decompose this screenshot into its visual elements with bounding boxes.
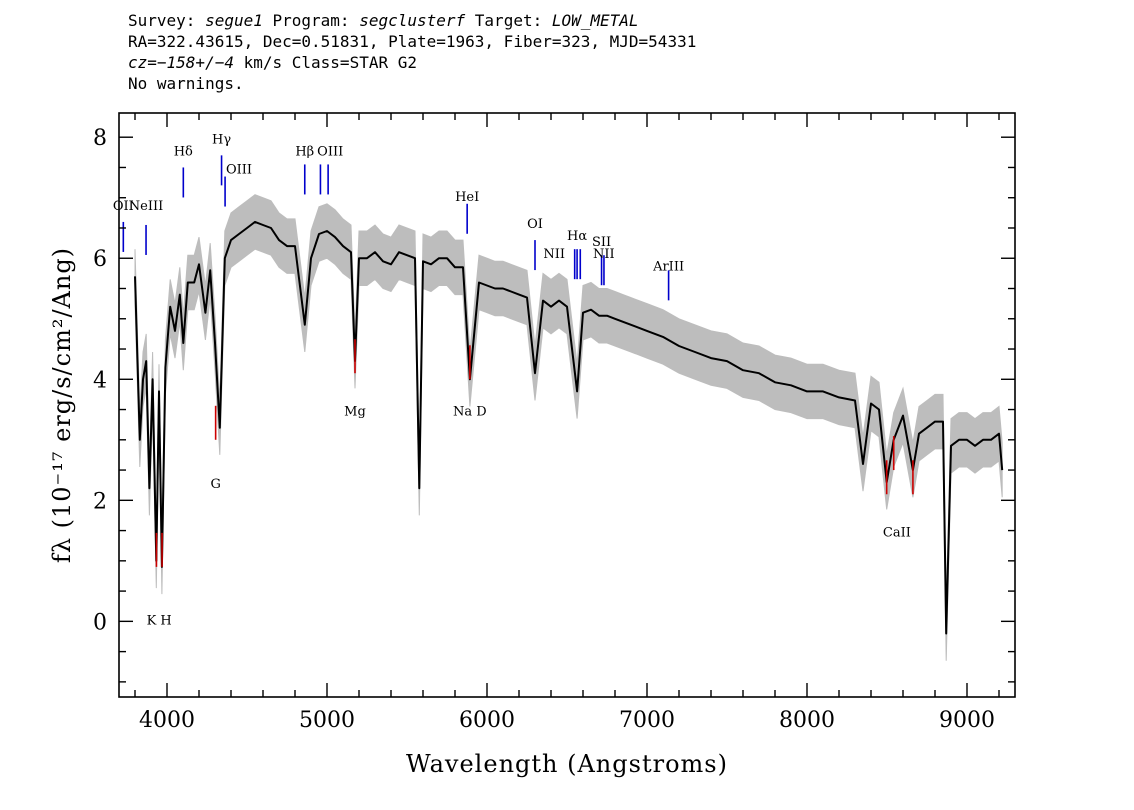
survey-value: segue1 (205, 11, 263, 30)
line-label-sii: SII (592, 235, 611, 250)
line-label-h-: Hδ (174, 144, 193, 159)
x-tick-label-7000: 7000 (619, 708, 675, 733)
y-tick-label-0: 0 (93, 610, 107, 635)
line-label-h-: Hγ (212, 132, 231, 147)
x-tick-label-6000: 6000 (459, 708, 515, 733)
line-label-oi: OI (527, 217, 543, 232)
error-band (134, 194, 1003, 661)
header-line-redshift: cz=−158+/−4 km/s Class=STAR G2 (128, 52, 696, 73)
line-label-mg: Mg (344, 405, 366, 420)
x-tick-label-5000: 5000 (299, 708, 355, 733)
class-value: km/s Class=STAR G2 (233, 53, 417, 72)
line-label-neiii: NeIII (129, 199, 163, 214)
axes: 4000 5000 6000 7000 8000 9000 0 2 4 6 8 (93, 112, 1016, 733)
redshift-value: cz=−158+/−4 (128, 53, 234, 72)
line-label-k-h: K H (147, 613, 172, 628)
line-label-na-d: Na D (453, 405, 487, 420)
target-value: LOW_METAL (551, 11, 639, 30)
line-label-nii: NII (593, 247, 615, 262)
line-label-caii: CaII (883, 526, 911, 541)
x-tick-label-9000: 9000 (939, 708, 995, 733)
spectrum-layer (134, 220, 1004, 635)
line-label-ariii: ArIII (652, 259, 684, 274)
line-label-oiii: OIII (226, 163, 252, 178)
spectrum-line (134, 220, 1004, 635)
x-axis-title: Wavelength (Angstroms) (406, 750, 728, 778)
x-tick-label-4000: 4000 (139, 708, 195, 733)
program-value: segclusterf (359, 11, 466, 30)
y-tick-label-8: 8 (93, 126, 107, 151)
header-line-warnings: No warnings. (128, 74, 244, 93)
line-label-h-: Hα (567, 229, 587, 244)
line-label-nii: NII (543, 247, 565, 262)
y-tick-label-2: 2 (93, 489, 107, 514)
plot-frame (118, 112, 1016, 698)
error-band-layer (134, 194, 1003, 661)
spectral-line-markers (122, 155, 914, 567)
spectrum-header: Survey: segue1 Program: segclusterf Targ… (128, 10, 696, 94)
header-line-survey: Survey: segue1 Program: segclusterf Targ… (128, 10, 696, 31)
line-label-hei: HeI (455, 190, 479, 205)
y-tick-label-4: 4 (93, 368, 107, 393)
header-line-coordinates: RA=322.43615, Dec=0.51831, Plate=1963, F… (128, 32, 697, 51)
y-tick-label-6: 6 (93, 247, 107, 272)
target-label: Target: (465, 11, 552, 30)
line-label-h-: Hβ (295, 144, 314, 159)
line-label-g: G (210, 477, 220, 492)
line-label-oii: OII (113, 199, 134, 214)
line-label-oiii: OIII (317, 144, 343, 159)
survey-label: Survey: (128, 11, 206, 30)
y-axis-title: fλ (10⁻¹⁷ erg/s/cm²/Ang) (48, 247, 76, 563)
x-tick-label-8000: 8000 (779, 708, 835, 733)
program-label: Program: (262, 11, 360, 30)
